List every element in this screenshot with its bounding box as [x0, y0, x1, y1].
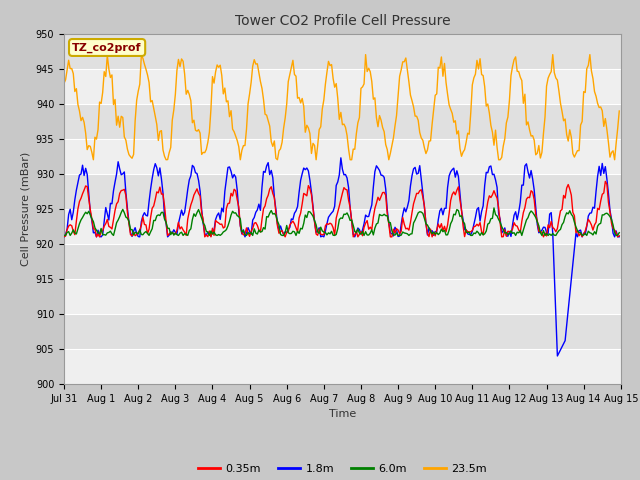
Bar: [64, 349, 621, 384]
Bar: [64, 139, 621, 174]
X-axis label: Time: Time: [329, 409, 356, 419]
Bar: [64, 209, 621, 244]
Bar: [64, 69, 621, 104]
Y-axis label: Cell Pressure (mBar): Cell Pressure (mBar): [20, 152, 30, 266]
Title: Tower CO2 Profile Cell Pressure: Tower CO2 Profile Cell Pressure: [235, 14, 450, 28]
Legend: 0.35m, 1.8m, 6.0m, 23.5m: 0.35m, 1.8m, 6.0m, 23.5m: [193, 460, 492, 479]
Bar: [64, 279, 621, 314]
Text: TZ_co2prof: TZ_co2prof: [72, 42, 142, 53]
